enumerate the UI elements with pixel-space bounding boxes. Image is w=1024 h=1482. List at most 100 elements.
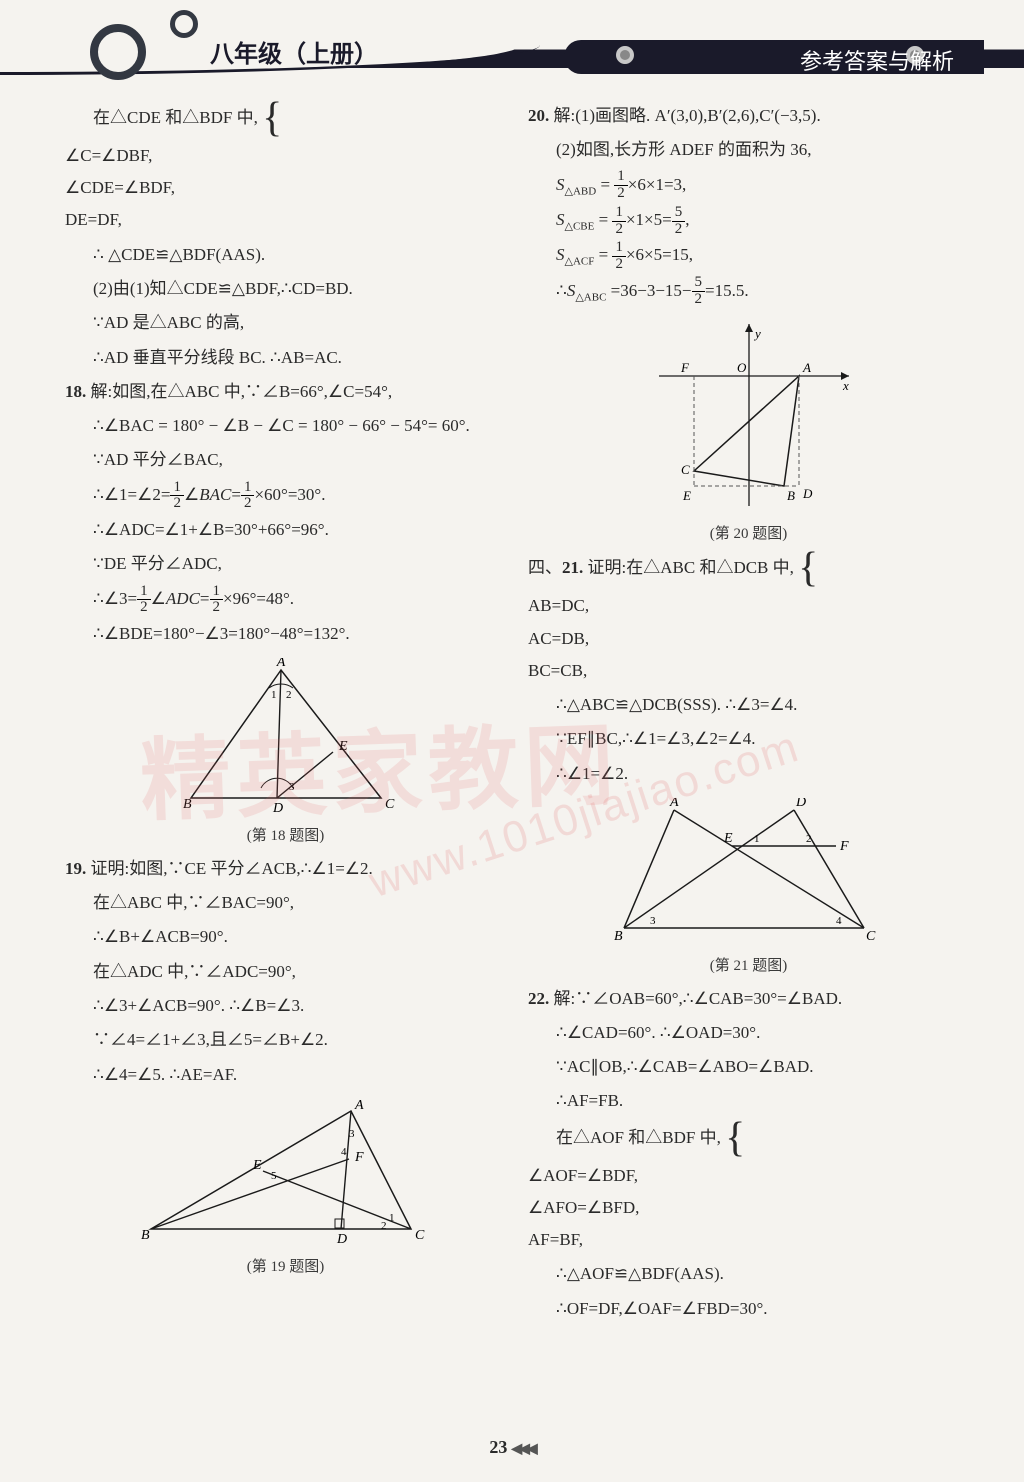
p21-l5: ∵EF∥BC,∴∠1=∠3,∠2=∠4. — [528, 723, 969, 755]
svg-text:F: F — [354, 1150, 364, 1165]
svg-text:A: A — [802, 360, 811, 375]
svg-text:F: F — [839, 839, 849, 854]
svg-text:A: A — [669, 798, 679, 810]
p19-num: 19. — [65, 859, 86, 878]
svg-text:B: B — [183, 797, 192, 812]
svg-text:C: C — [385, 797, 395, 812]
svg-text:D: D — [336, 1232, 347, 1247]
p21-cond-3: BC=CB, — [528, 655, 969, 687]
p18-l1: ∴∠BAC = 180° − ∠B − ∠C = 180° − 66° − 54… — [65, 410, 506, 442]
p22-head: 22. 解:∵∠OAB=60°,∴∠CAB=30°=∠BAD. — [528, 983, 969, 1015]
svg-text:C: C — [681, 462, 690, 477]
page-number-decor: ◀◀◀ — [511, 1442, 534, 1457]
p18-label: 解: — [91, 382, 113, 401]
svg-text:4: 4 — [836, 915, 842, 927]
p17-cond-2: ∠CDE=∠BDF, — [65, 172, 506, 204]
p17-line-intro: 在△CDE 和△BDF 中, { — [65, 100, 506, 138]
brace-icon: { — [262, 100, 282, 138]
svg-text:A: A — [354, 1099, 364, 1113]
p22-cond-3: AF=BF, — [528, 1224, 969, 1256]
svg-text:D: D — [272, 801, 283, 816]
figure-18-caption: (第 18 题图) — [65, 822, 506, 851]
p19-l5: ∵∠4=∠1+∠3,且∠5=∠B+∠2. — [65, 1024, 506, 1056]
p18-l4: ∴∠ADC=∠1+∠B=30°+66°=96°. — [65, 514, 506, 546]
p22-l9: ∴OF=DF,∠OAF=∠FBD=30°. — [528, 1293, 969, 1325]
left-column: 在△CDE 和△BDF 中, { ∠C=∠DBF, ∠CDE=∠BDF, DE=… — [65, 100, 506, 1422]
p21-head: 四、21. 证明:在△ABC 和△DCB 中, { — [528, 550, 969, 588]
p21-label: 证明: — [588, 558, 627, 577]
p19-l6: ∴∠4=∠5. ∴AE=AF. — [65, 1059, 506, 1091]
figure-19: A B C D E F 1 2 3 4 5 — [65, 1099, 506, 1249]
p22-label: 解: — [554, 989, 576, 1008]
p22-l1: ∴∠CAD=60°. ∴∠OAD=30°. — [528, 1017, 969, 1049]
p19-l0: 如图,∵CE 平分∠ACB,∴∠1=∠2. — [129, 859, 373, 878]
svg-text:5: 5 — [271, 1170, 277, 1182]
page-number: 23 ◀◀◀ — [0, 1437, 1024, 1458]
p17-line-8: ∴AD 垂直平分线段 BC. ∴AB=AC. — [65, 342, 506, 374]
p17-brace-group: { — [262, 100, 284, 138]
svg-text:O: O — [737, 360, 747, 375]
p20-l2: S△ABD = 12×6×1=3, — [528, 169, 969, 202]
svg-text:C: C — [415, 1228, 425, 1243]
p21-brace-group: { — [798, 550, 820, 588]
p22-l0: ∵∠OAB=60°,∴∠CAB=30°=∠BAD. — [575, 989, 842, 1008]
svg-text:E: E — [723, 831, 733, 846]
brace-icon: { — [725, 1120, 745, 1158]
content-columns: 在△CDE 和△BDF 中, { ∠C=∠DBF, ∠CDE=∠BDF, DE=… — [65, 100, 969, 1422]
svg-text:B: B — [787, 488, 795, 503]
p20-l0: (1)画图略. A′(3,0),B′(2,6),C′(−3,5). — [575, 106, 821, 125]
p21-cond-2: AC=DB, — [528, 623, 969, 655]
p21-l6: ∴∠1=∠2. — [528, 758, 969, 790]
figure-19-caption: (第 19 题图) — [65, 1253, 506, 1282]
p20-num: 20. — [528, 106, 549, 125]
p19-head: 19. 证明:如图,∵CE 平分∠ACB,∴∠1=∠2. — [65, 853, 506, 885]
p20-l5: ∴S△ABC =36−3−15−52=15.5. — [528, 275, 969, 308]
decor-dot-1 — [616, 46, 634, 64]
p19-label: 证明: — [91, 859, 130, 878]
p20-l1: (2)如图,长方形 ADEF 的面积为 36, — [528, 134, 969, 166]
p19-l4: ∴∠3+∠ACB=90°. ∴∠B=∠3. — [65, 990, 506, 1022]
right-column: 20. 解:(1)画图略. A′(3,0),B′(2,6),C′(−3,5). … — [528, 100, 969, 1422]
page-number-value: 23 — [489, 1437, 507, 1457]
figure-21-svg: A D B C E F 1 2 3 4 — [604, 798, 894, 948]
p20-l3: S△CBE = 12×1×5=52, — [528, 204, 969, 237]
p18-l2: ∵AD 平分∠BAC, — [65, 444, 506, 476]
svg-text:B: B — [614, 929, 623, 944]
p17-cond-3: DE=DF, — [65, 204, 506, 236]
p22-l3: ∴AF=FB. — [528, 1085, 969, 1117]
p22-l4: 在△AOF 和△BDF 中, { — [528, 1120, 969, 1158]
figure-19-svg: A B C D E F 1 2 3 4 5 — [131, 1099, 441, 1249]
svg-text:2: 2 — [381, 1220, 387, 1232]
svg-text:C: C — [866, 929, 876, 944]
p22-l4-text: 在△AOF 和△BDF 中, — [556, 1128, 721, 1147]
svg-text:2: 2 — [806, 833, 812, 845]
figure-21: A D B C E F 1 2 3 4 — [528, 798, 969, 948]
p19-l1: 在△ABC 中,∵∠BAC=90°, — [65, 887, 506, 919]
svg-text:1: 1 — [389, 1212, 395, 1224]
p22-l2: ∵AC∥OB,∴∠CAB=∠ABO=∠BAD. — [528, 1051, 969, 1083]
p21-cond-1: AB=DC, — [528, 590, 969, 622]
p17-line-7: ∵AD 是△ABC 的高, — [65, 307, 506, 339]
p22-l8: ∴△AOF≌△BDF(AAS). — [528, 1258, 969, 1290]
svg-text:4: 4 — [341, 1146, 347, 1158]
svg-text:D: D — [795, 798, 806, 810]
svg-text:B: B — [141, 1228, 150, 1243]
grade-title: 八年级（上册） — [210, 34, 378, 69]
svg-text:x: x — [842, 378, 849, 393]
p22-cond-1: ∠AOF=∠BDF, — [528, 1160, 969, 1192]
p21-section: 四、 — [528, 558, 562, 577]
svg-text:3: 3 — [289, 781, 295, 793]
svg-text:E: E — [252, 1158, 262, 1173]
section-title: 参考答案与解析 — [800, 44, 954, 76]
p18-num: 18. — [65, 382, 86, 401]
p20-l4: S△ACF = 12×6×5=15, — [528, 239, 969, 272]
p18-head: 18. 解:如图,在△ABC 中,∵∠B=66°,∠C=54°, — [65, 376, 506, 408]
p19-l2: ∴∠B+∠ACB=90°. — [65, 921, 506, 953]
svg-text:D: D — [802, 486, 813, 501]
svg-text:F: F — [680, 360, 690, 375]
p21-l0: 在△ABC 和△DCB 中, — [626, 558, 794, 577]
p17-line-6: (2)由(1)知△CDE≌△BDF,∴CD=BD. — [65, 273, 506, 305]
p17-text-1: 在△CDE 和△BDF 中, — [93, 108, 258, 127]
p18-l3: ∴∠1=∠2=12∠BAC=12×60°=30°. — [65, 479, 506, 512]
decor-circle-small — [170, 10, 198, 38]
